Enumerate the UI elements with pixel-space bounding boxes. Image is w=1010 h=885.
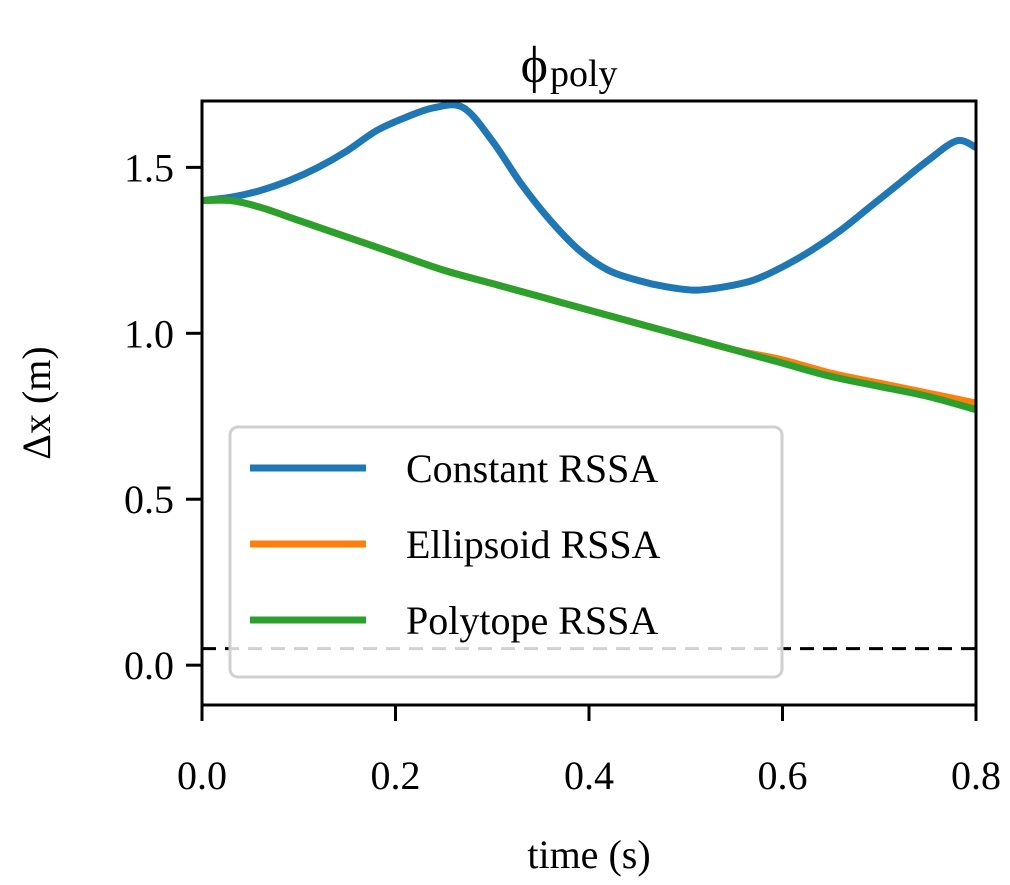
legend-box [228, 425, 784, 679]
legend-label: Polytope RSSA [406, 598, 658, 643]
x-axis-label: time (s) [527, 832, 650, 877]
x-tick-label: 0.0 [177, 753, 227, 798]
legend-label: Ellipsoid RSSA [406, 522, 661, 567]
y-tick-label: 1.0 [124, 311, 174, 356]
legend-label: Constant RSSA [406, 446, 658, 491]
x-axis: 0.0 0.2 0.4 0.6 0.8 [177, 705, 1001, 798]
x-tick-label: 0.8 [951, 753, 1001, 798]
series-line-1 [201, 101, 978, 294]
y-axis: 0.0 0.5 1.0 1.5 [124, 145, 202, 688]
legend: Constant RSSA Ellipsoid RSSA Polytope RSSA [228, 425, 784, 679]
x-tick-label: 0.6 [758, 753, 808, 798]
y-tick-label: 1.5 [124, 145, 174, 190]
series-line-3 [201, 196, 977, 414]
x-tick-label: 0.4 [564, 753, 614, 798]
series-layer [201, 101, 978, 414]
y-axis-label: Δx (m) [14, 346, 59, 459]
chart-title: ϕ [521, 37, 548, 94]
y-tick-label: 0.0 [124, 643, 174, 688]
chart-title-subscript: poly [550, 53, 618, 95]
y-tick-label: 0.5 [124, 477, 174, 522]
x-tick-label: 0.2 [371, 753, 421, 798]
